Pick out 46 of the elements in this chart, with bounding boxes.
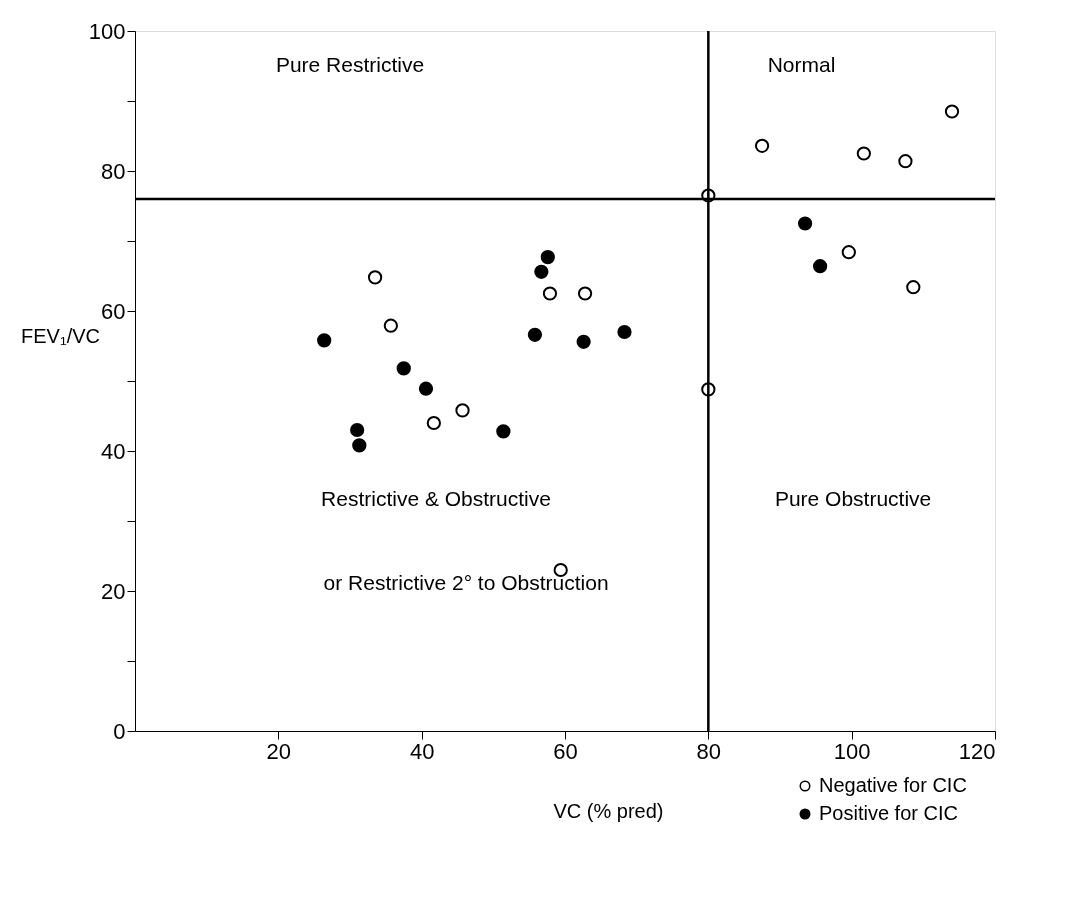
point: [576, 334, 591, 349]
point: [383, 318, 398, 333]
point: [540, 249, 555, 265]
point: [617, 324, 632, 340]
x-tick-label: 100: [833, 738, 871, 764]
point: [527, 327, 543, 342]
point: [944, 104, 960, 119]
point: [856, 146, 871, 161]
x-axis-title: VC (% pred): [553, 799, 664, 822]
point: [455, 403, 470, 418]
point: [577, 286, 593, 301]
annotation: Normal: [767, 53, 836, 76]
point: [426, 415, 441, 431]
annotation: or Restrictive 2° to Obstruction: [323, 571, 609, 594]
x-tick-label: 40: [409, 738, 435, 764]
y-axis-title: FEV₁/VC: [21, 324, 100, 347]
point: [542, 286, 558, 301]
x-tick-label: 60: [553, 738, 578, 764]
x-tick-label: 20: [266, 738, 292, 764]
point: [350, 422, 365, 438]
annotation: Pure Obstructive: [774, 487, 932, 510]
y-tick-label: 0: [113, 718, 126, 744]
point: [797, 216, 813, 231]
point: [396, 361, 411, 376]
annotation: Restrictive & Obstructive: [321, 487, 551, 510]
point: [534, 264, 549, 279]
point: [317, 333, 332, 348]
point: [906, 280, 921, 295]
point: [898, 154, 913, 169]
x-tick-label: 80: [696, 738, 722, 764]
point: [367, 270, 383, 285]
point: [813, 259, 828, 274]
legend-label: Positive for CIC: [819, 802, 958, 824]
x-tick-label: 120: [958, 738, 996, 764]
point: [352, 438, 367, 453]
point: [418, 381, 434, 396]
point: [496, 424, 511, 439]
point: [754, 138, 770, 153]
point: [841, 245, 856, 260]
y-tick-label: 80: [101, 158, 126, 184]
y-tick-label: 40: [101, 438, 126, 464]
legend-label: Negative for CIC: [819, 774, 967, 796]
y-tick-label: 20: [101, 578, 126, 604]
y-tick-label: 60: [101, 298, 126, 324]
y-tick-label: 100: [88, 18, 126, 44]
annotation: Pure Restrictive: [275, 53, 425, 76]
